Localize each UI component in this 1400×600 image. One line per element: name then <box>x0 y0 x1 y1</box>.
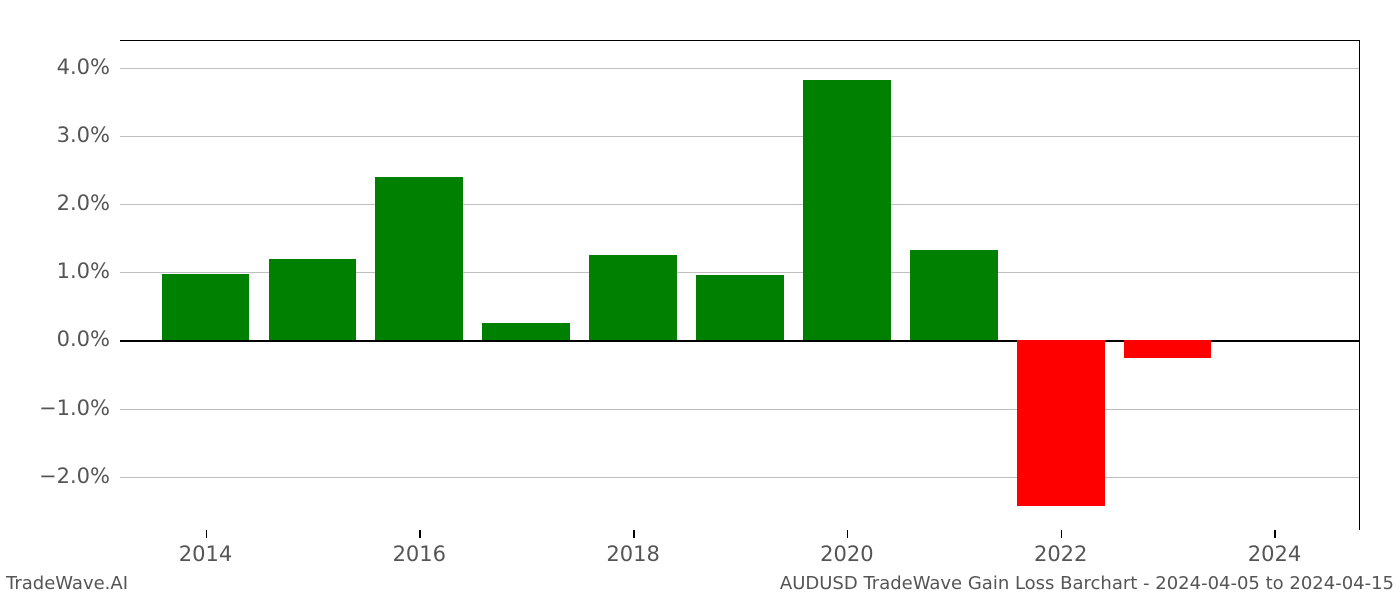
x-tick <box>419 530 421 538</box>
x-tick <box>1061 530 1063 538</box>
x-tick <box>206 530 208 538</box>
bar <box>269 259 357 341</box>
y-tick-label: 4.0% <box>10 55 110 79</box>
bar <box>696 275 784 340</box>
x-tick-label: 2020 <box>820 542 873 566</box>
bar <box>1124 340 1212 358</box>
gridline <box>120 68 1359 69</box>
bar <box>589 255 677 340</box>
bar <box>803 80 891 340</box>
y-tick-label: −2.0% <box>10 464 110 488</box>
x-tick-label: 2018 <box>606 542 659 566</box>
y-tick-label: −1.0% <box>10 396 110 420</box>
bar <box>162 274 250 340</box>
x-tick <box>633 530 635 538</box>
bar <box>1017 340 1105 505</box>
bar <box>482 323 570 341</box>
gridline <box>120 136 1359 137</box>
gridline <box>120 409 1359 410</box>
y-tick-label: 1.0% <box>10 259 110 283</box>
gridline <box>120 477 1359 478</box>
gridline <box>120 204 1359 205</box>
x-tick <box>1274 530 1276 538</box>
plot-area: 201420162018202020222024 <box>120 40 1360 530</box>
bar <box>910 250 998 341</box>
footer-brand: TradeWave.AI <box>6 573 128 594</box>
y-tick-label: 0.0% <box>10 327 110 351</box>
y-tick-label: 3.0% <box>10 123 110 147</box>
x-tick-label: 2014 <box>179 542 232 566</box>
footer-caption: AUDUSD TradeWave Gain Loss Barchart - 20… <box>780 573 1394 594</box>
x-tick-label: 2016 <box>393 542 446 566</box>
x-tick <box>847 530 849 538</box>
y-tick-label: 2.0% <box>10 191 110 215</box>
bar <box>375 177 463 340</box>
bar-chart: 201420162018202020222024 <box>120 40 1360 530</box>
x-tick-label: 2022 <box>1034 542 1087 566</box>
x-tick-label: 2024 <box>1248 542 1301 566</box>
